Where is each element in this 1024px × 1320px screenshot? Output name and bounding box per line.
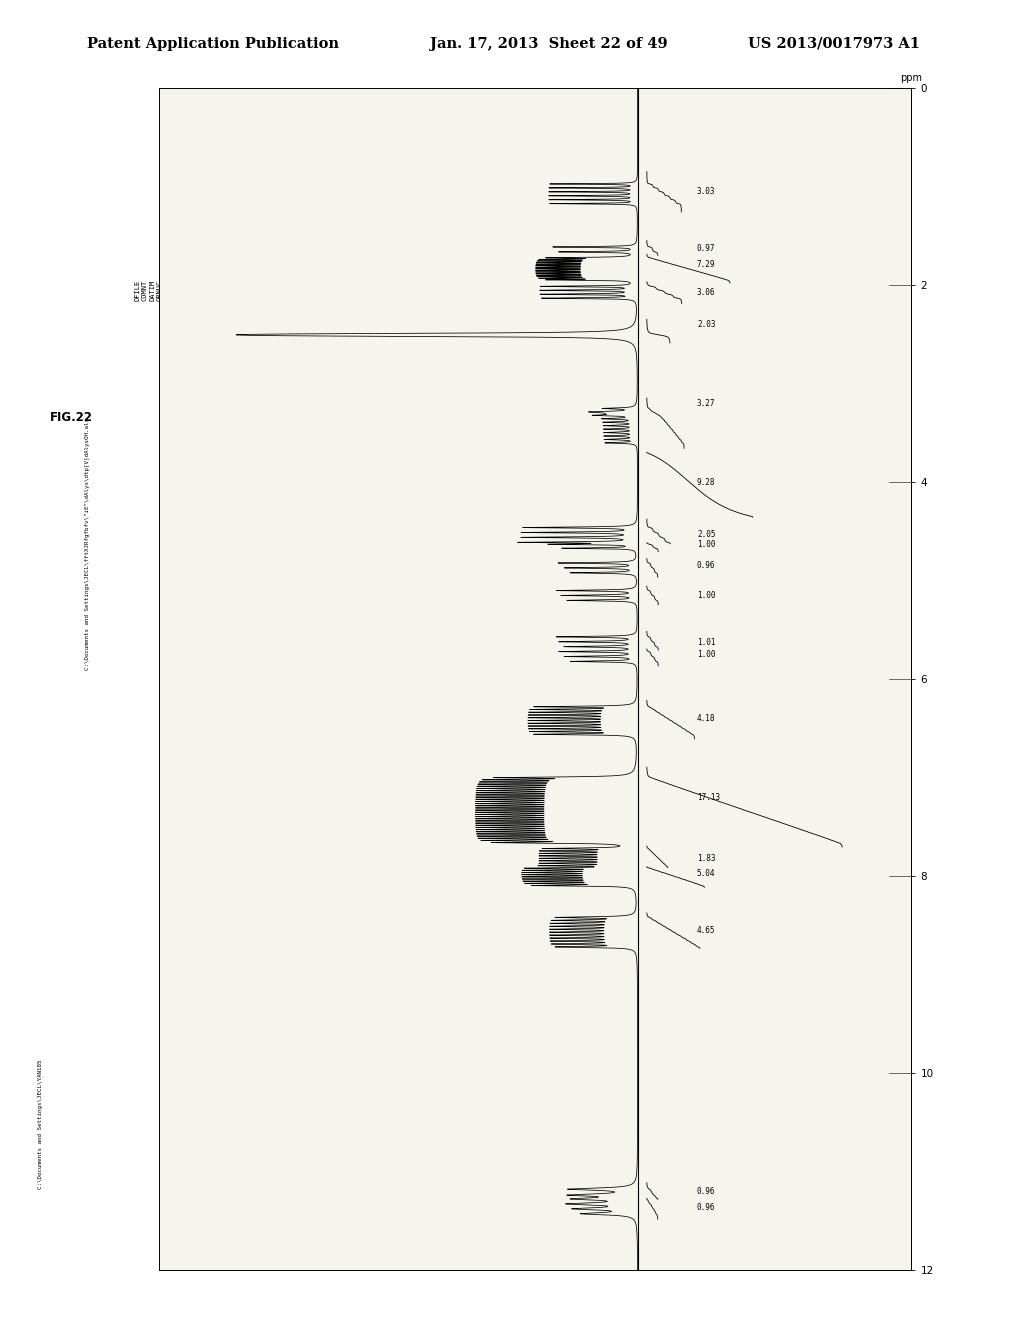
- Text: 0.96: 0.96: [697, 1187, 716, 1196]
- Text: 3.27: 3.27: [697, 399, 716, 408]
- Text: 1.83: 1.83: [697, 854, 716, 863]
- Text: 2.03: 2.03: [697, 321, 716, 329]
- Text: DFILE
COMNT
DATIM
OBNUC
EXMOD
OBFRQ
OBSET
OBFIN
POINT
FREQU
SCANS
ACQTM
PD
PW1
I: DFILE COMNT DATIM OBNUC EXMOD OBFRQ OBSE…: [134, 280, 285, 301]
- Text: 4.18: 4.18: [697, 714, 716, 723]
- Text: US 2013/0017973 A1: US 2013/0017973 A1: [748, 37, 920, 51]
- Text: C:\Documents and Settings\JE
YAN185
Tue Feb 07 14:03:00 2006
1H
NON
300.40 MHz
1: C:\Documents and Settings\JE YAN185 Tue …: [279, 231, 429, 350]
- Text: 3.06: 3.06: [697, 288, 716, 297]
- Text: 1.01: 1.01: [697, 638, 716, 647]
- Text: 0.96: 0.96: [697, 1204, 716, 1212]
- Text: 3.03: 3.03: [697, 187, 716, 197]
- Text: 17.13: 17.13: [697, 793, 720, 801]
- Text: 1.00: 1.00: [697, 540, 716, 549]
- Text: ppm: ppm: [900, 73, 923, 83]
- Text: 1.00: 1.00: [697, 649, 716, 659]
- Text: 9.28: 9.28: [697, 478, 716, 487]
- Text: 7.29: 7.29: [697, 260, 716, 269]
- Text: 0.97: 0.97: [697, 244, 716, 253]
- Text: 0.96: 0.96: [697, 561, 716, 570]
- Text: Patent Application Publication: Patent Application Publication: [87, 37, 339, 51]
- Text: 5.04: 5.04: [697, 869, 716, 878]
- Text: 4.65: 4.65: [697, 925, 716, 935]
- Text: 1.00: 1.00: [697, 591, 716, 601]
- Text: C:\Documents and Settings\JECL\YAN185: C:\Documents and Settings\JECL\YAN185: [39, 1060, 43, 1189]
- Text: Jan. 17, 2013  Sheet 22 of 49: Jan. 17, 2013 Sheet 22 of 49: [430, 37, 668, 51]
- Text: FIG.22: FIG.22: [50, 411, 93, 424]
- Text: 2.05: 2.05: [697, 529, 716, 539]
- Text: C:\Documents and Settings\JECL\fftXJRfgfbfv\"iE"\dAlys\dtp[V]dAlysOH.als: C:\Documents and Settings\JECL\fftXJRfgf…: [85, 418, 89, 669]
